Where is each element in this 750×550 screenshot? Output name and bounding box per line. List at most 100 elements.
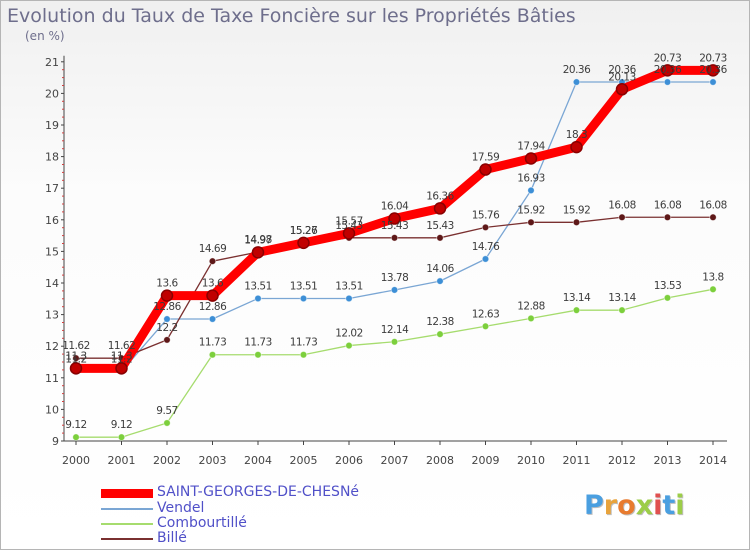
- y-tick-label: 20: [45, 87, 59, 100]
- data-point: [524, 152, 538, 165]
- data-point: [254, 351, 262, 359]
- data-label: 20.36: [699, 64, 727, 76]
- x-tick-label: 2000: [62, 454, 90, 467]
- x-tick-label: 2008: [426, 454, 454, 467]
- y-tick-label: 14: [45, 277, 59, 290]
- data-label: 20.13: [608, 71, 636, 83]
- data-label: 11.73: [290, 337, 318, 349]
- logo-letter: r: [603, 490, 618, 521]
- data-label: 12.86: [153, 301, 181, 313]
- data-point: [618, 306, 626, 314]
- data-label: 11.3: [111, 350, 132, 362]
- data-label: 15.76: [472, 209, 500, 221]
- data-point: [661, 64, 674, 77]
- data-point: [436, 234, 444, 242]
- data-label: 15.43: [426, 220, 454, 232]
- data-point: [206, 289, 219, 302]
- data-point: [479, 163, 492, 176]
- data-label: 16.08: [608, 199, 636, 211]
- x-tick-label: 2001: [108, 454, 136, 467]
- data-point: [572, 306, 581, 314]
- data-label: 14.69: [199, 243, 227, 255]
- data-label: 15.27: [290, 225, 318, 237]
- data-label: 15.26: [290, 225, 318, 237]
- logo-letter: x: [635, 490, 654, 521]
- data-label: 9.12: [111, 419, 132, 431]
- x-tick-label: 2005: [290, 454, 318, 467]
- data-label: 13.8: [702, 271, 723, 283]
- y-tick-label: 16: [45, 214, 59, 227]
- data-point: [163, 315, 171, 323]
- data-label: 20.36: [563, 64, 591, 76]
- y-tick-label: 19: [45, 119, 59, 132]
- data-label: 12.88: [517, 300, 545, 312]
- data-point: [69, 362, 83, 375]
- data-point: [72, 354, 80, 362]
- data-label: 15.92: [517, 204, 545, 216]
- data-point: [254, 294, 262, 303]
- data-point: [115, 362, 128, 375]
- data-label: 14.06: [426, 263, 454, 275]
- data-label: 13.53: [654, 280, 682, 292]
- data-label: 20.73: [654, 52, 682, 64]
- x-tick-label: 2011: [563, 454, 591, 467]
- data-point: [572, 78, 581, 86]
- x-tick-label: 2003: [199, 454, 227, 467]
- data-point: [390, 286, 399, 294]
- data-point: [345, 341, 353, 350]
- data-label: 12.02: [335, 328, 363, 340]
- data-point: [436, 330, 444, 338]
- data-point: [72, 433, 80, 441]
- data-label: 11.3: [65, 350, 86, 362]
- data-point: [481, 322, 490, 330]
- y-tick-label: 12: [45, 340, 59, 353]
- data-point: [433, 202, 447, 215]
- data-label: 20.36: [654, 64, 682, 76]
- logo-letter: P: [584, 490, 604, 521]
- data-point: [345, 294, 353, 303]
- data-point: [663, 213, 672, 221]
- legend-swatch: [101, 523, 153, 525]
- data-point: [481, 255, 490, 263]
- logo-letter: i: [675, 490, 685, 521]
- data-label: 15.43: [381, 220, 409, 232]
- data-label: 15.92: [563, 204, 591, 216]
- x-tick-label: 2014: [699, 454, 727, 467]
- data-point: [706, 64, 720, 77]
- x-tick-label: 2012: [608, 454, 636, 467]
- data-label: 13.51: [335, 280, 363, 292]
- data-point: [527, 314, 535, 323]
- legend-label: Vendel: [157, 500, 205, 516]
- data-point: [299, 294, 308, 303]
- data-label: 9.12: [65, 419, 86, 431]
- data-point: [436, 277, 444, 285]
- data-label: 20.73: [699, 52, 727, 64]
- data-label: 16.36: [426, 190, 454, 202]
- y-tick-label: 9: [52, 435, 59, 448]
- y-tick-label: 17: [45, 182, 59, 195]
- data-label: 13.6: [156, 278, 178, 290]
- data-label: 12.14: [381, 324, 409, 336]
- data-label: 17.94: [517, 140, 545, 152]
- data-label: 16.08: [654, 199, 682, 211]
- data-label: 17.59: [472, 152, 500, 164]
- data-point: [208, 257, 217, 265]
- data-point: [117, 433, 126, 441]
- data-point: [618, 213, 626, 221]
- x-tick-label: 2007: [381, 454, 409, 467]
- data-label: 11.2: [111, 353, 132, 365]
- legend-label: Combourtillé: [157, 515, 247, 531]
- data-point: [527, 218, 535, 227]
- x-tick-label: 2009: [472, 454, 500, 467]
- data-label: 12.38: [426, 316, 454, 328]
- data-point: [390, 234, 399, 242]
- y-tick-label: 21: [45, 56, 59, 69]
- data-label: 15.43: [335, 220, 363, 232]
- data-point: [251, 246, 265, 259]
- data-label: 11.73: [244, 337, 272, 349]
- data-label: 11.62: [62, 340, 90, 352]
- y-tick-label: 13: [45, 309, 59, 322]
- data-label: 11.62: [108, 340, 136, 352]
- x-tick-label: 2013: [654, 454, 682, 467]
- data-point: [208, 351, 217, 359]
